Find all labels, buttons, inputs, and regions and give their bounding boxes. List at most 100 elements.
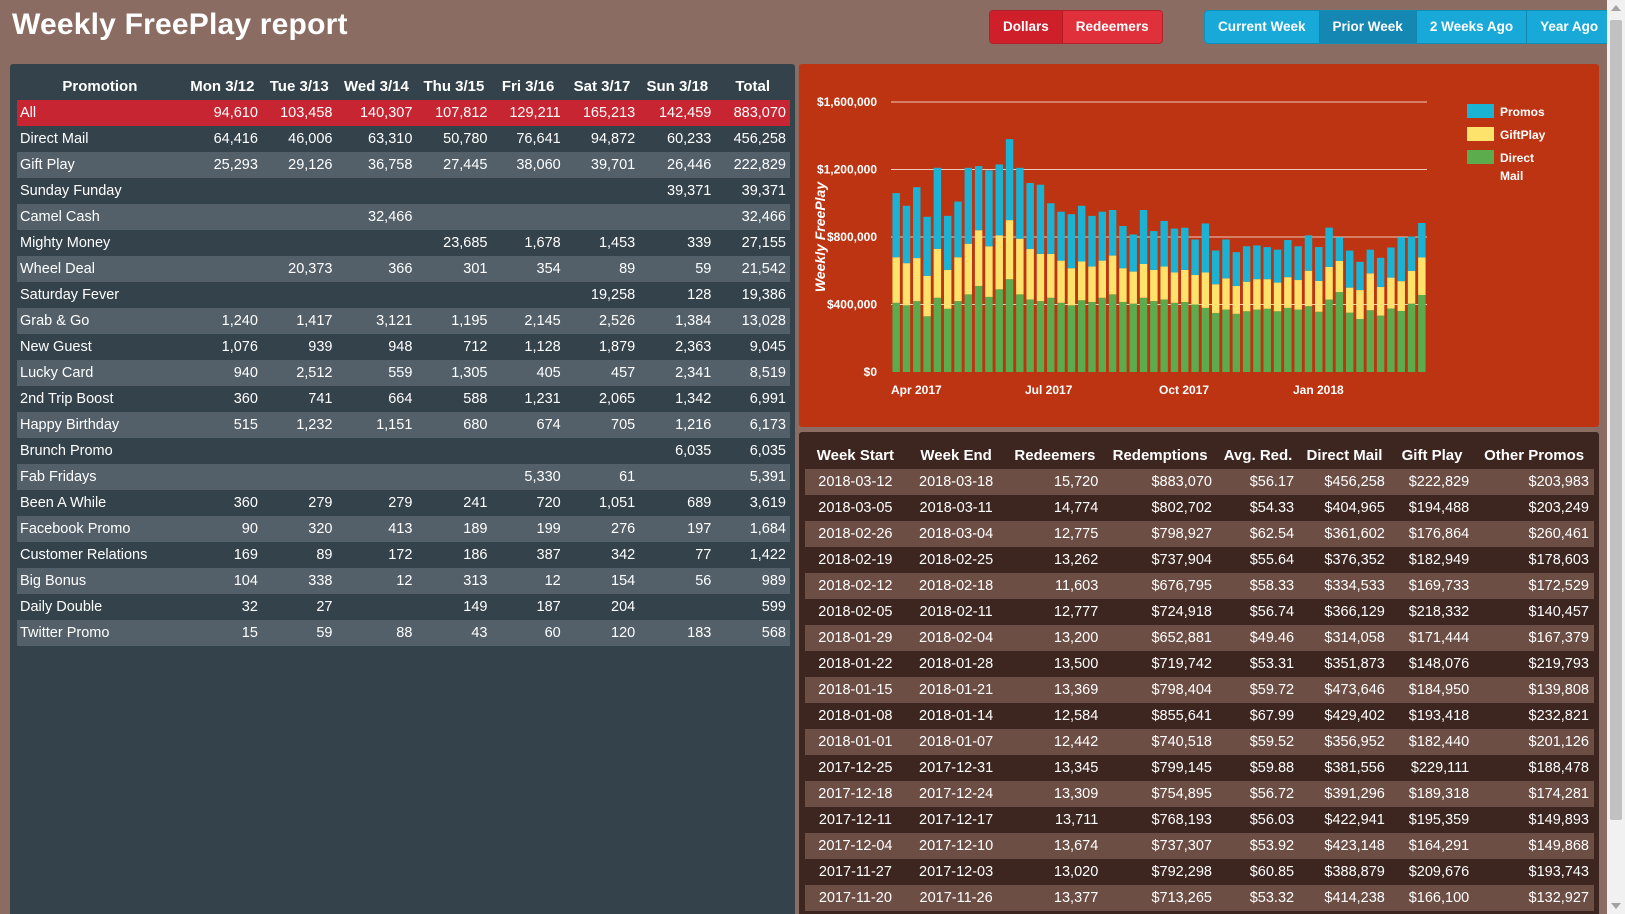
year-ago-button[interactable]: Year Ago: [1526, 11, 1612, 43]
table-cell: 1,678: [524, 235, 561, 251]
table-cell: $148,076: [1408, 656, 1470, 672]
scroll-thumb[interactable]: [1610, 20, 1622, 820]
bar-segment-giftplay: [1108, 255, 1117, 295]
table-cell: $178,603: [1528, 552, 1589, 568]
table-cell: 568: [715, 620, 790, 646]
promotion-row: Wheel Deal 20,373 366 301 354 89 59 21,542: [17, 256, 790, 282]
table-cell: 88: [336, 620, 417, 646]
table-cell: $59.72: [1216, 677, 1300, 703]
prior-week-button[interactable]: Prior Week: [1318, 11, 1416, 43]
bar-segment-promos: [1211, 250, 1220, 285]
promotion-row: Facebook Promo 90 320 413 189 199 276 197 1,684: [17, 516, 790, 542]
bar-segment-promos: [1325, 227, 1333, 267]
bar-segment-giftplay: [1211, 284, 1220, 313]
scroll-up-icon[interactable]: [1611, 5, 1621, 11]
table-cell: 354: [491, 256, 565, 282]
table-cell: 61: [564, 464, 640, 490]
table-cell: $883,070: [1103, 469, 1217, 495]
table-cell: 204: [611, 599, 636, 615]
promotion-row: Sunday Funday 39,371 39,371: [17, 178, 790, 204]
bar-segment-promos: [1047, 203, 1055, 254]
table-cell: 360: [233, 495, 258, 511]
bar-segment-promos: [964, 167, 973, 244]
promotion-panel: Promotion Mon 3/12 Tue 3/13 Wed 3/14 Thu 3/1…: [10, 64, 795, 914]
table-cell: 50,780: [443, 131, 488, 147]
table-cell: 13,377: [1006, 885, 1104, 911]
table-cell: 38,060: [491, 152, 565, 178]
table-cell: $229,111: [1410, 760, 1470, 776]
table-cell: $140,457: [1528, 604, 1589, 620]
table-cell: $182,949: [1408, 552, 1470, 568]
table-cell: Facebook Promo: [17, 516, 183, 542]
bar-segment-giftplay: [1047, 253, 1055, 298]
bar-segment-promos: [1181, 227, 1189, 270]
week-row: 2018-03-05 2018-03-11 14,774 $802,702 $54.33…: [805, 495, 1594, 521]
table-cell: 405: [491, 360, 565, 386]
table-cell: $719,742: [1151, 656, 1212, 672]
table-cell: 13,711: [1054, 812, 1099, 828]
y-tick-label: $800,000: [827, 230, 877, 244]
table-cell: 6,035: [749, 443, 786, 459]
bar-segment-promos: [954, 201, 962, 258]
two-weeks-ago-button[interactable]: 2 Weeks Ago: [1415, 11, 1527, 43]
table-cell: $754,895: [1103, 781, 1217, 807]
table-cell: 1,684: [715, 516, 790, 542]
bar-segment-giftplay: [913, 258, 921, 302]
bar-segment-giftplay: [1376, 286, 1385, 316]
bar-segment-giftplay: [1150, 269, 1158, 302]
table-cell: $60.85: [1249, 864, 1295, 880]
bar-segment-direct-mail: [943, 308, 952, 372]
table-cell: 360: [233, 391, 258, 407]
bar-segment-giftplay: [1418, 257, 1426, 296]
table-cell: $194,488: [1408, 500, 1470, 516]
legend-label: Promos: [1500, 105, 1545, 119]
bar-segment-promos: [1263, 247, 1271, 280]
current-week-button[interactable]: Current Week: [1205, 11, 1319, 43]
metric-toggle: Dollars Redeemers: [990, 11, 1162, 43]
table-cell: Daily Double: [20, 599, 103, 615]
table-cell: 39,371: [667, 183, 712, 199]
table-cell: 741: [308, 391, 333, 407]
bar-segment-giftplay: [1119, 268, 1127, 302]
table-cell: $49.46: [1216, 625, 1300, 651]
table-cell: $356,952: [1299, 729, 1390, 755]
bar-segment-promos: [1387, 247, 1395, 278]
table-cell: 301: [416, 256, 492, 282]
bar-segment-giftplay: [1304, 270, 1313, 307]
bar-segment-direct-mail: [974, 285, 983, 372]
scroll-down-icon[interactable]: [1611, 903, 1621, 909]
table-cell: 1,195: [416, 308, 492, 334]
table-cell: $414,238: [1299, 885, 1390, 911]
table-cell: 19,258: [590, 287, 636, 303]
table-cell: 2017-12-04: [805, 833, 906, 859]
bar-segment-direct-mail: [1191, 304, 1199, 372]
bar-segment-giftplay: [892, 257, 900, 303]
table-cell: 27,155: [741, 235, 786, 251]
week-row: 2018-02-05 2018-02-11 12,777 $724,918 $56.74…: [805, 599, 1594, 625]
column-header: Wed 3/14: [344, 78, 409, 95]
x-tick-label: Jan 2018: [1293, 383, 1344, 397]
table-cell: [182, 464, 262, 490]
bar-segment-giftplay: [954, 257, 962, 302]
bar-segment-direct-mail: [995, 289, 1003, 372]
table-cell: $149,893: [1528, 812, 1589, 828]
table-cell: 1,305: [416, 360, 492, 386]
table-cell: 1,417: [261, 308, 337, 334]
page-scrollbar[interactable]: [1607, 0, 1625, 914]
redeemers-button[interactable]: Redeemers: [1061, 11, 1162, 43]
dollars-button[interactable]: Dollars: [990, 11, 1062, 43]
column-header: Redemptions: [1112, 446, 1208, 464]
table-cell: $167,379: [1474, 625, 1594, 651]
table-cell: [491, 178, 564, 204]
table-cell: 165,213: [564, 100, 640, 126]
table-cell: Brunch Promo: [20, 443, 113, 459]
table-cell: [262, 178, 337, 204]
legend-label: GiftPlay: [1500, 128, 1546, 142]
bar-segment-direct-mail: [1026, 299, 1034, 372]
bar-segment-giftplay: [1160, 266, 1168, 300]
bar-segment-giftplay: [1139, 264, 1148, 298]
x-tick-label: Oct 2017: [1159, 383, 1209, 397]
table-cell: 76,641: [516, 131, 561, 147]
bar-segment-direct-mail: [1397, 310, 1405, 372]
table-cell: $404,965: [1324, 500, 1385, 516]
